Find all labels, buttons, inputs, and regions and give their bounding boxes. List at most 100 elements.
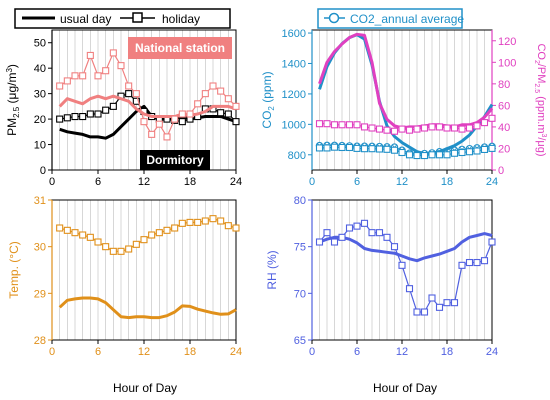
co2-series-marker-2 [435,151,444,159]
co2-xtick-label: 24 [486,176,498,188]
pm25-series-marker-1 [217,109,225,117]
pm25-series-marker-3 [71,72,79,80]
co2-xtick-label: 6 [354,176,360,188]
pm25-series-marker-1 [102,106,110,114]
co2-y2tick-label: 80 [498,79,510,91]
co2-series-marker-4 [338,121,346,129]
rh-series-marker-1 [435,303,444,311]
rh-series-marker-1 [488,238,496,246]
co2-series-marker-4 [480,119,489,127]
temp-series-marker-1 [148,231,156,239]
pm25-series-marker-3 [56,82,64,90]
pm25-series-marker-1 [232,118,240,126]
rh-series-line-0 [318,232,493,263]
pm25-series-marker-3 [209,82,217,90]
rh-series-marker-1 [345,224,354,232]
temp-series-marker-1 [163,226,171,234]
rh-series-marker-1 [360,219,369,227]
co2-series-line-3 [318,32,494,130]
rh-series-marker-1 [405,285,414,293]
pm25-series-marker-1 [224,110,232,118]
pm25-panel: 0 6 12 18 24 0 10 20 30 40 50 PM2.5 (μg/m3) [5,29,242,188]
temperature-panel: 0 6 12 18 24 28 29 30 31 Temp. (°C) [7,195,242,358]
pm25-series-marker-1 [132,97,140,105]
rh-series-marker-1 [465,258,474,267]
pm25-series-marker-3 [86,51,94,60]
rh-series-marker-1 [398,261,406,269]
pm25-series-line-0 [59,104,237,140]
pm25-series-marker-3 [163,133,171,141]
co2-ytick-label: 1600 [282,28,306,40]
co2-legend: CO2_annual average [317,8,464,29]
pm25-legend: usual day holiday [14,8,231,29]
temp-series-marker-1 [79,231,87,239]
pm25-ytick-label: 0 [40,165,46,177]
pm25-series-marker-3 [178,110,186,118]
pm25-series-marker-3 [155,120,163,128]
rh-ytick-label: 70 [294,288,306,300]
rh-series-marker-1 [383,233,391,241]
co2-series-marker-4 [420,124,429,132]
pm25-series-marker-3 [109,49,117,57]
pm25-y-axis-label: PM2.5 (μg/m3) [5,64,21,136]
rh-ytick-label: 65 [294,335,306,347]
temp-series-marker-1 [117,247,125,255]
co2-xtick-label: 0 [309,176,315,188]
co2-ytick-label: 800 [288,150,306,162]
rh-series-marker-1 [390,243,399,251]
pm25-xtick-label: 24 [230,176,242,188]
temp-ytick-label: 31 [34,195,46,207]
temp-xtick-label: 24 [230,346,242,358]
pm25-series-marker-1 [63,114,71,122]
co2-series-marker-2 [413,151,421,160]
co2-y2tick-label: 120 [498,36,516,48]
rh-series-marker-1 [330,238,339,246]
pm25-series-marker-3 [201,90,209,98]
rh-series-marker-1 [450,299,459,307]
temp-xtick-label: 6 [95,346,101,358]
rh-series-marker-1 [368,229,376,237]
pm25-series-marker-3 [79,72,87,80]
rh-xtick-label: 0 [309,346,315,358]
co2-series-marker-4 [435,123,444,131]
rh-series-marker-1 [443,299,451,307]
co2-series-marker-4 [473,122,481,130]
x-axis-label-right: Hour of Day [373,381,437,395]
temp-series-marker-1 [178,219,186,227]
rh-series-marker-1 [323,229,331,237]
co2-series-marker-2 [315,144,324,152]
rh-series-marker-1 [473,258,481,267]
co2-series-marker-2 [488,144,496,152]
co2-ytick-label: 1000 [282,119,306,131]
x-axis-label-left: Hour of Day [113,381,177,395]
co2-series-marker-2 [420,151,429,160]
pm25-series-marker-1 [125,90,133,98]
co2-series-marker-2 [398,148,406,157]
pm25-series-marker-3 [125,82,133,90]
co2-series-marker-2 [353,144,361,152]
pm25-xtick-label: 0 [49,176,55,188]
pm25-series-marker-3 [224,95,232,103]
co2-series-marker-2 [345,143,354,152]
pm25-series-marker-1 [178,118,186,126]
temp-series-marker-1 [71,229,79,237]
pm25-series-marker-3 [232,102,240,110]
dormitory-label: Dormitory [146,153,204,167]
pm25-series-marker-3 [63,77,71,85]
dormitory-label-box: Dormitory [140,150,210,170]
temp-xtick-label: 12 [138,346,150,358]
co2-series-marker-4 [390,127,399,135]
rh-panel: 0 6 12 18 24 65 70 75 80 RH (%) [265,195,498,358]
rh-xtick-label: 6 [354,346,360,358]
temp-series-marker-1 [194,218,202,226]
rh-series-marker-1 [375,229,384,237]
pm25-xtick-label: 6 [95,176,101,188]
co2-series-marker-4 [353,121,361,129]
rh-series-marker-1 [353,222,361,230]
temp-series-marker-1 [109,247,117,255]
co2-series-marker-4 [450,124,459,132]
co2-series-marker-2 [405,151,414,159]
co2-series-marker-4 [458,125,466,133]
rh-ytick-label: 80 [294,195,306,207]
